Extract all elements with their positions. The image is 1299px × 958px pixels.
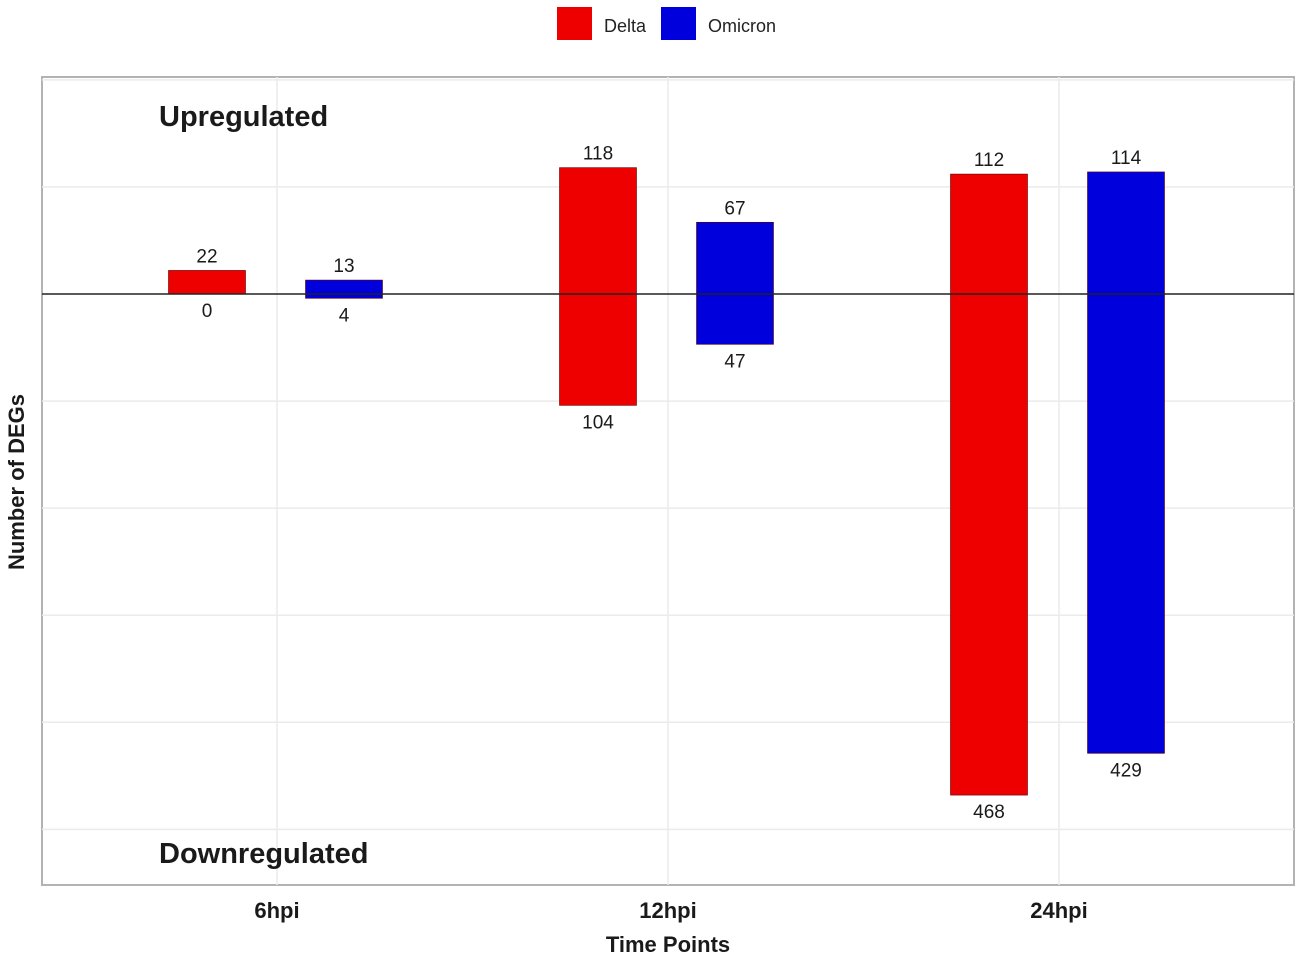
label-up-omicron-6hpi: 13	[333, 256, 354, 277]
legend: Delta Omicron	[557, 7, 776, 40]
legend-label-omicron: Omicron	[708, 16, 776, 36]
x-tick-6hpi: 6hpi	[254, 898, 299, 923]
label-down-omicron-6hpi: 4	[339, 305, 350, 326]
label-up-omicron-24hpi: 114	[1111, 148, 1142, 169]
label-down-omicron-24hpi: 429	[1110, 760, 1142, 781]
bar-delta-12hpi	[559, 167, 637, 406]
bar-delta-24hpi	[950, 173, 1028, 796]
label-down-delta-24hpi: 468	[973, 802, 1005, 823]
downregulated-annotation: Downregulated	[159, 838, 368, 870]
legend-swatch-delta	[557, 7, 592, 40]
legend-label-delta: Delta	[604, 16, 647, 36]
label-up-delta-6hpi: 22	[196, 246, 217, 267]
bars	[168, 167, 1165, 796]
label-down-omicron-12hpi: 47	[724, 351, 745, 372]
bar-omicron-24hpi	[1087, 171, 1165, 754]
label-down-delta-6hpi: 0	[202, 301, 213, 322]
bar-omicron-12hpi	[696, 221, 774, 345]
x-tick-24hpi: 24hpi	[1030, 898, 1087, 923]
x-tick-12hpi: 12hpi	[639, 898, 696, 923]
label-up-omicron-12hpi: 67	[724, 198, 745, 219]
label-down-delta-12hpi: 104	[582, 412, 614, 433]
label-up-delta-24hpi: 112	[974, 150, 1004, 171]
value-labels: 22 0 118 104 112 468 13 4 67 47 114 429	[196, 144, 1141, 823]
upregulated-annotation: Upregulated	[159, 101, 328, 133]
label-up-delta-12hpi: 118	[583, 144, 613, 165]
x-tick-labels: 6hpi 12hpi 24hpi	[254, 898, 1087, 923]
bar-delta-6hpi	[168, 270, 246, 295]
bar-omicron-6hpi	[305, 279, 383, 299]
y-axis-title: Number of DEGs	[4, 394, 29, 570]
grid-lines	[42, 77, 1294, 885]
legend-swatch-omicron	[661, 7, 696, 40]
x-axis-title: Time Points	[606, 932, 730, 957]
